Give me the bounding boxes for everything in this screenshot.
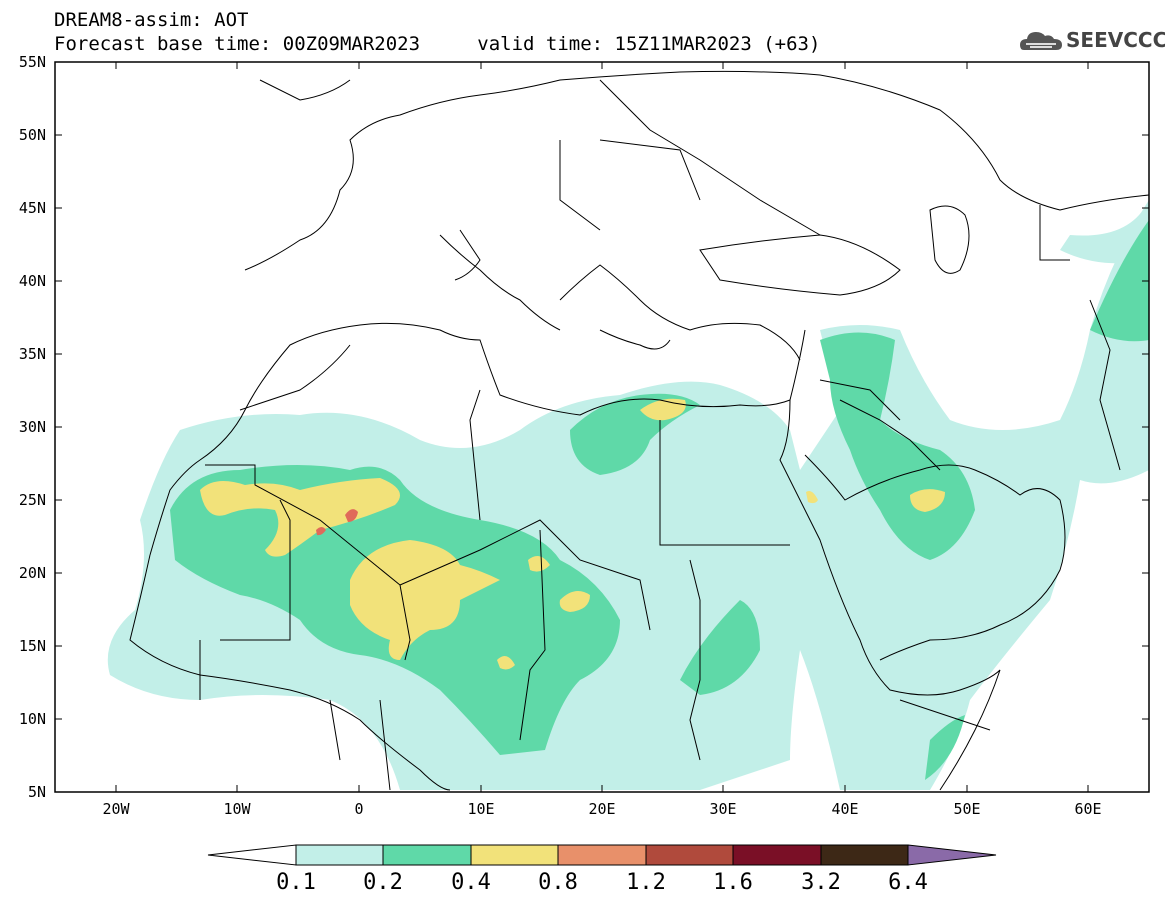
colorbar-label: 1.2 xyxy=(626,870,666,895)
aot-band-high xyxy=(200,398,945,670)
logo-text: SEEVCCC xyxy=(1066,28,1165,52)
lat-label: 45N xyxy=(18,199,46,217)
axis-ticks xyxy=(55,61,1149,793)
lat-label: 30N xyxy=(18,418,46,436)
lon-label: 50E xyxy=(953,800,981,818)
cloud-icon xyxy=(1020,32,1062,50)
colorbar-label: 3.2 xyxy=(801,870,841,895)
colorbar-label: 0.8 xyxy=(538,870,578,895)
aot-band-peak xyxy=(316,509,358,536)
colorbar-bin xyxy=(645,844,734,866)
map-title: DREAM8-assim: AOT xyxy=(54,9,249,31)
lat-label: 15N xyxy=(18,637,46,655)
lat-label: 25N xyxy=(18,491,46,509)
colorbar-over-arrow xyxy=(907,844,997,866)
colorbar xyxy=(207,844,997,866)
aot-field xyxy=(107,200,1149,790)
colorbar-label: 1.6 xyxy=(713,870,753,895)
lat-label: 20N xyxy=(18,564,46,582)
base-time: Forecast base time: 00Z09MAR2023 xyxy=(54,33,421,55)
colorbar-bin xyxy=(820,844,909,866)
colorbar-under-arrow xyxy=(207,844,297,866)
colorbar-bin xyxy=(732,844,822,866)
lat-label: 55N xyxy=(18,53,46,71)
lat-label: 10N xyxy=(18,710,46,728)
lon-label: 20W xyxy=(102,800,130,818)
colorbar-bin xyxy=(295,844,384,866)
colorbar-label: 0.1 xyxy=(276,870,316,895)
lon-label: 40E xyxy=(831,800,859,818)
colorbar-label: 0.2 xyxy=(363,870,403,895)
lat-label: 5N xyxy=(27,783,46,801)
lat-label: 35N xyxy=(18,345,46,363)
colorbar-bin xyxy=(557,844,647,866)
lon-label: 30E xyxy=(709,800,737,818)
colorbar-label: 0.4 xyxy=(451,870,491,895)
coastlines xyxy=(129,70,1149,791)
lon-label: 60E xyxy=(1074,800,1102,818)
valid-time: valid time: 15Z11MAR2023 (+63) xyxy=(477,33,821,55)
lon-label: 20E xyxy=(588,800,616,818)
colorbar-label: 6.4 xyxy=(888,870,928,895)
lat-label: 50N xyxy=(18,126,46,144)
lat-label: 40N xyxy=(18,272,46,290)
lon-label: 10E xyxy=(467,800,495,818)
colorbar-bin xyxy=(470,844,559,866)
colorbar-bin xyxy=(382,844,472,866)
forecast-times: Forecast base time: 00Z09MAR2023 valid t… xyxy=(54,33,820,55)
lon-label: 0 xyxy=(354,800,364,818)
lon-label: 10W xyxy=(223,800,251,818)
